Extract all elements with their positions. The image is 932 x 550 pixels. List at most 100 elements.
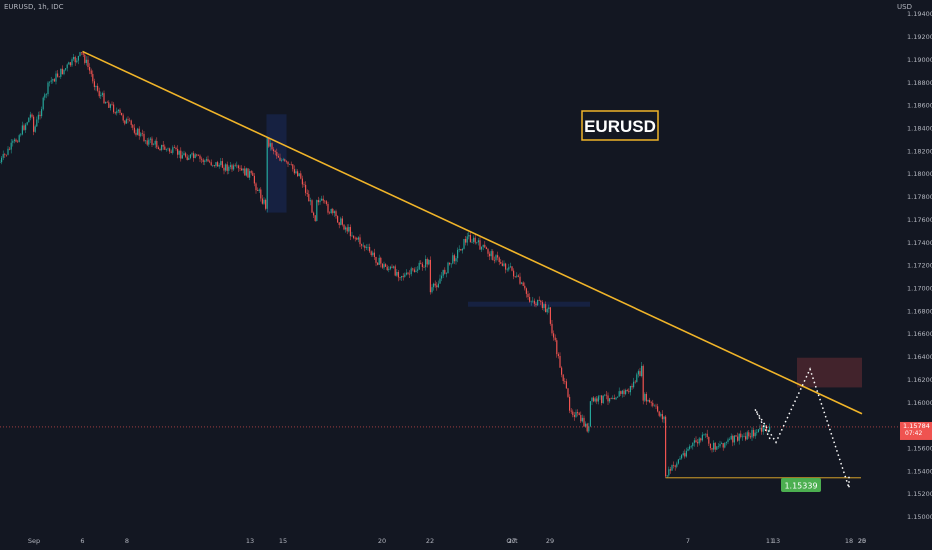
candle-body [165, 149, 167, 150]
candle-body [730, 435, 732, 440]
candle-body [612, 397, 614, 399]
candle-body [436, 285, 438, 288]
candle-body [625, 390, 627, 395]
candle-body [185, 153, 187, 157]
price-tick-label: 1.15600 [907, 445, 932, 453]
candle-body [2, 154, 4, 158]
candle-body [588, 426, 590, 432]
candle-body [727, 439, 729, 442]
candle-body [65, 68, 67, 70]
candle-body [597, 396, 599, 402]
candle-body [738, 433, 740, 441]
time-tick-label: 22 [426, 537, 434, 545]
candle-body [413, 269, 415, 272]
candle-body [725, 441, 727, 443]
price-tick-label: 1.19400 [907, 10, 932, 18]
candle-body [695, 440, 697, 443]
candle-body [282, 159, 284, 161]
candle-body [506, 269, 508, 271]
price-axis[interactable]: 1.19400 1.19200 1.19000 1.18800 1.18600 1.184… [907, 10, 932, 521]
candle-body [234, 165, 236, 166]
candle-body [749, 436, 751, 438]
candle-body [708, 437, 710, 444]
price-tick-label: 1.16800 [907, 307, 932, 315]
candle-body [412, 268, 414, 270]
candle-body [47, 82, 49, 95]
candle-body [591, 397, 593, 402]
candle-body [634, 381, 636, 383]
candle-body [346, 227, 348, 232]
candle-body [348, 227, 350, 232]
candle-body [149, 138, 151, 140]
currency-label: USD [897, 3, 912, 11]
candle-body [266, 138, 268, 209]
candle-body [45, 94, 47, 95]
time-tick-label: 20 [378, 537, 386, 545]
candle-body [321, 198, 323, 201]
support-zone-1[interactable] [266, 114, 287, 213]
candle-body [449, 262, 451, 265]
candle-body [325, 201, 327, 204]
candle-body [404, 274, 406, 277]
candle-body [629, 385, 631, 393]
candle-body [73, 56, 75, 60]
candle-body [181, 155, 183, 159]
time-tick-label: 29 [546, 537, 554, 545]
candle-body [49, 81, 51, 83]
candle-body [63, 69, 65, 75]
candle-body [535, 303, 537, 306]
candle-body [615, 397, 617, 400]
candle-body [503, 263, 505, 266]
candle-body [561, 367, 563, 375]
candle-body [692, 442, 694, 447]
projection-path [754, 367, 850, 489]
candle-body [505, 263, 507, 270]
candle-body [197, 155, 199, 157]
candle-body [519, 276, 521, 284]
candle-body [729, 439, 731, 440]
candle-body [127, 119, 129, 120]
resistance-zone[interactable] [797, 357, 862, 388]
price-tick-label: 1.16000 [907, 399, 932, 407]
candle-body [253, 175, 255, 184]
candle-body [639, 371, 641, 377]
candle-body [655, 405, 657, 407]
candle-body [140, 133, 142, 136]
candle-body [276, 152, 278, 156]
candle-body [236, 165, 238, 167]
time-tick-label: 13 [246, 537, 254, 545]
candle-body [335, 211, 337, 217]
candle-body [564, 381, 566, 382]
candle-body [100, 95, 102, 97]
candle-body [495, 255, 497, 261]
candle-body [9, 148, 11, 150]
descending-trendline[interactable] [82, 50, 863, 415]
candle-body [241, 168, 243, 171]
candle-body [524, 285, 526, 289]
candle-body [498, 257, 500, 263]
candle-body [671, 465, 673, 471]
candle-body [516, 275, 518, 277]
candle-body [252, 172, 254, 176]
support-zone-2[interactable] [468, 301, 590, 307]
candle-body [258, 189, 260, 191]
candle-body [562, 374, 564, 382]
candle-body [460, 249, 462, 251]
candle-body [209, 161, 211, 163]
candle-body [429, 259, 431, 293]
candle-body [585, 423, 587, 427]
candle-body [111, 104, 113, 105]
candle-body [621, 390, 623, 394]
candle-body [637, 371, 639, 375]
candle-body [129, 119, 131, 121]
candle-body [247, 168, 249, 178]
candle-body [617, 396, 619, 398]
candle-body [751, 430, 753, 438]
candle-body [439, 278, 441, 284]
candle-body [586, 423, 588, 432]
candle-body [53, 79, 55, 82]
candle-body [217, 162, 219, 167]
candle-body [183, 153, 185, 156]
